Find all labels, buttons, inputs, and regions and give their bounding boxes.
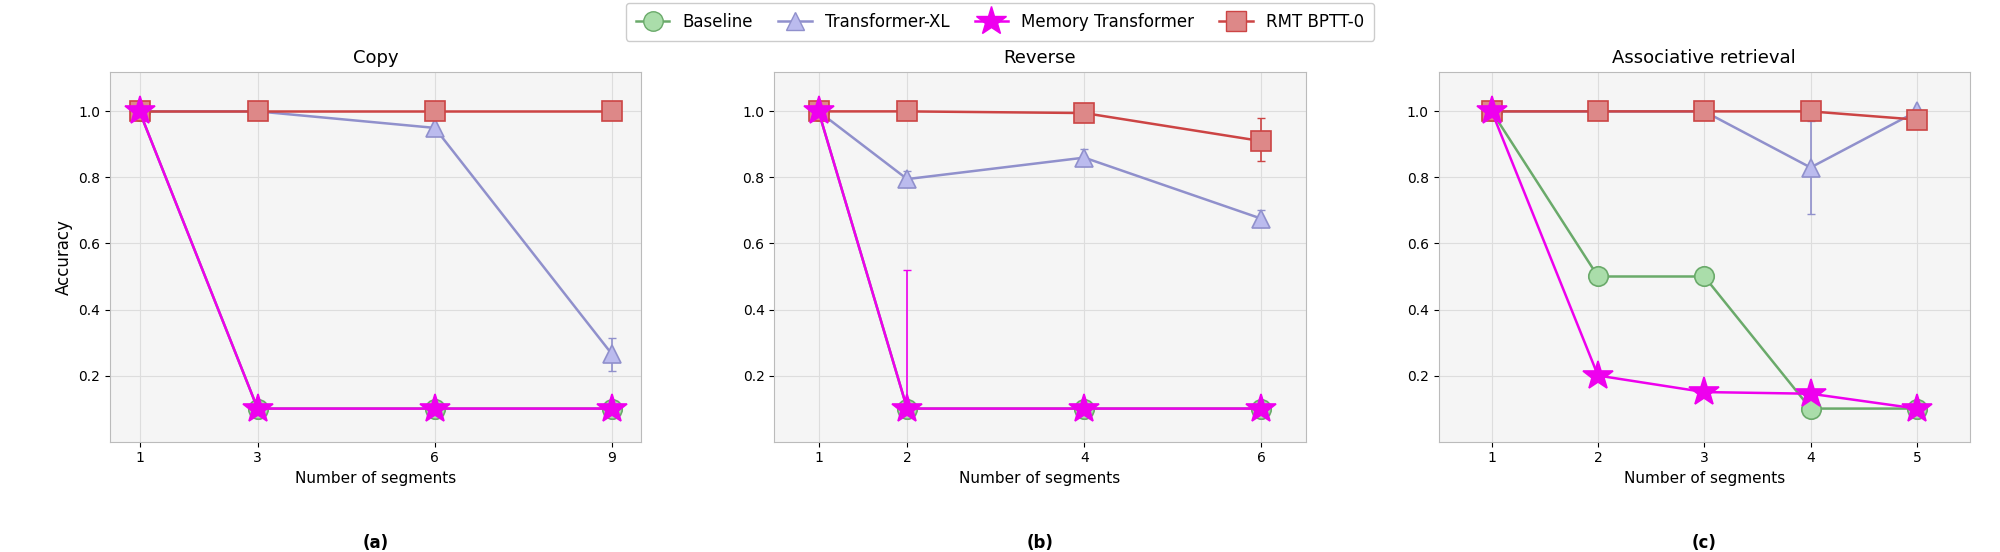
X-axis label: Number of segments: Number of segments [296, 471, 456, 486]
Title: Associative retrieval: Associative retrieval [1612, 50, 1796, 67]
X-axis label: Number of segments: Number of segments [960, 471, 1120, 486]
Y-axis label: Accuracy: Accuracy [54, 219, 72, 295]
X-axis label: Number of segments: Number of segments [1624, 471, 1784, 486]
Title: Reverse: Reverse [1004, 50, 1076, 67]
Text: (c): (c) [1692, 534, 1716, 552]
Text: (a): (a) [362, 534, 388, 552]
Legend: Baseline, Transformer-XL, Memory Transformer, RMT BPTT-0: Baseline, Transformer-XL, Memory Transfo… [626, 3, 1374, 41]
Text: (b): (b) [1026, 534, 1054, 552]
Title: Copy: Copy [352, 50, 398, 67]
